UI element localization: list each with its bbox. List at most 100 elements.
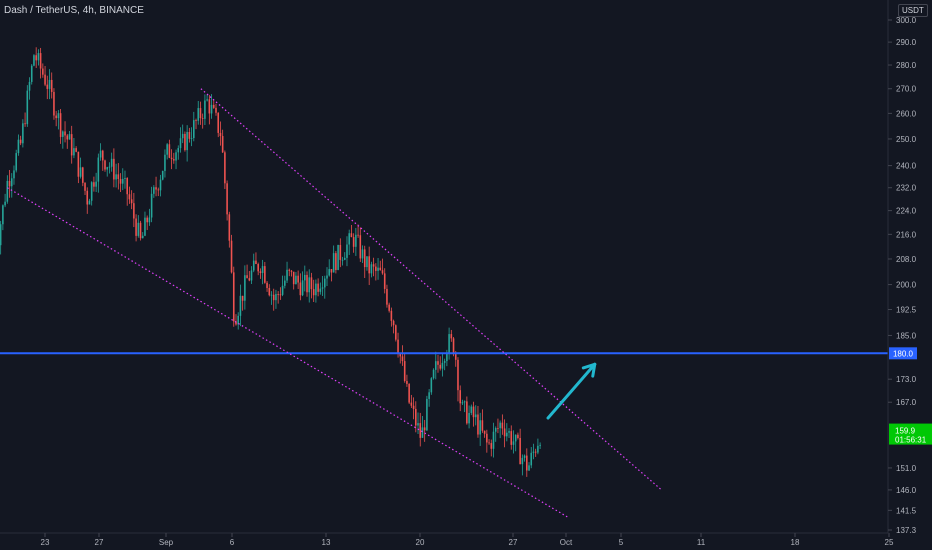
price-tick-label: 173.0 (896, 375, 917, 384)
candle-body (383, 273, 386, 289)
candle-body (30, 65, 33, 82)
candle-body (113, 158, 115, 180)
last-price-badge (889, 423, 932, 445)
candle-body (466, 401, 468, 424)
candle-body (339, 244, 342, 260)
candle-body (472, 406, 475, 418)
candle-body (463, 401, 466, 403)
candle-body (510, 431, 513, 445)
candle-body (270, 294, 273, 296)
price-tick-label: 280.0 (896, 61, 917, 70)
candle-body (397, 339, 399, 354)
price-tick-label: 300.0 (896, 16, 917, 25)
lower-trendline[interactable] (7, 187, 569, 518)
candle-body (75, 148, 77, 152)
time-axis[interactable]: 23 27 Sep 6 13 20 27 Oct 5 11 18 25 (41, 533, 894, 547)
candle-body (250, 270, 253, 281)
candle-body (90, 182, 93, 201)
candle-body (448, 334, 450, 354)
candle-body (66, 135, 69, 140)
candle-body (357, 234, 359, 236)
candle-body (237, 315, 239, 325)
candle-body (470, 406, 473, 413)
time-tick-label: 25 (885, 538, 894, 547)
candle-body (195, 120, 197, 121)
candle-body (450, 334, 453, 339)
candle-body (366, 256, 368, 268)
candle-body (514, 434, 517, 442)
candle-body (79, 167, 82, 177)
candle-body (512, 441, 515, 445)
candle-body (499, 422, 501, 429)
candle-body (17, 139, 20, 154)
candle-body (490, 443, 493, 449)
candle-body (523, 455, 526, 458)
candle-body (468, 412, 470, 424)
candle-body (170, 157, 173, 160)
candle-body (28, 81, 31, 91)
candle-body (297, 275, 299, 283)
candle-body (137, 222, 140, 236)
candle-body (323, 278, 326, 288)
candle-body (119, 178, 122, 184)
candle-body (379, 267, 382, 271)
candle-body (299, 282, 302, 296)
candle-body (224, 152, 226, 184)
candle-body (261, 266, 264, 274)
price-labels: 180.0 159.901:56:31 (889, 347, 932, 445)
candle-body (22, 123, 24, 144)
price-tick-label: 146.0 (896, 486, 917, 495)
candle-body (377, 267, 379, 271)
candle-body (386, 288, 388, 305)
candle-body (88, 200, 91, 205)
up-arrow-icon[interactable] (546, 362, 597, 420)
candle-body (139, 222, 142, 239)
candle-body (441, 362, 444, 369)
candle-body (86, 190, 89, 205)
candle-body (375, 266, 377, 271)
price-tick-label: 141.5 (896, 506, 917, 515)
currency-badge[interactable]: USDT (898, 4, 928, 17)
price-axis[interactable]: 300.0 290.0 280.0 270.0 260.0 250.0 240.0 232.0… (888, 16, 917, 535)
symbol-title[interactable]: Dash / TetherUS, 4h, BINANCE (4, 5, 144, 16)
candle-body (306, 274, 308, 293)
candle-body (221, 136, 224, 153)
upper-trendline[interactable] (200, 88, 662, 491)
candle-body (459, 390, 461, 404)
price-tick-label: 216.0 (896, 230, 917, 239)
candle-body (199, 108, 202, 119)
candle-body (410, 402, 413, 406)
time-tick-label: 27 (95, 538, 104, 547)
candle-body (166, 144, 168, 155)
arrow-head (591, 362, 597, 378)
candle-body (392, 320, 395, 326)
candle-body (368, 256, 370, 274)
candle-body (426, 398, 428, 431)
candle-body (310, 277, 313, 290)
price-tick-label: 270.0 (896, 85, 917, 94)
candle-body (6, 180, 9, 202)
candle-body (321, 287, 324, 289)
candle-body (437, 361, 439, 365)
candle-body (359, 235, 362, 259)
candle-body (157, 189, 160, 191)
candle-body (443, 361, 446, 363)
candle-body (268, 287, 271, 296)
candle-body (488, 442, 490, 444)
candle-body (537, 445, 539, 453)
candle-body (77, 151, 80, 177)
price-tick-label: 192.5 (896, 306, 917, 315)
candle-body (2, 205, 4, 225)
candle-body (232, 272, 235, 322)
candle-body (519, 437, 521, 465)
candle-body (252, 260, 255, 271)
candle-body (446, 353, 448, 362)
time-tick-label: 18 (791, 538, 800, 547)
candle-body (415, 408, 417, 426)
candle-body (241, 295, 244, 301)
candle-body (173, 159, 175, 161)
candle-body (110, 158, 113, 167)
candle-body (168, 144, 171, 158)
candle-body (343, 257, 346, 260)
